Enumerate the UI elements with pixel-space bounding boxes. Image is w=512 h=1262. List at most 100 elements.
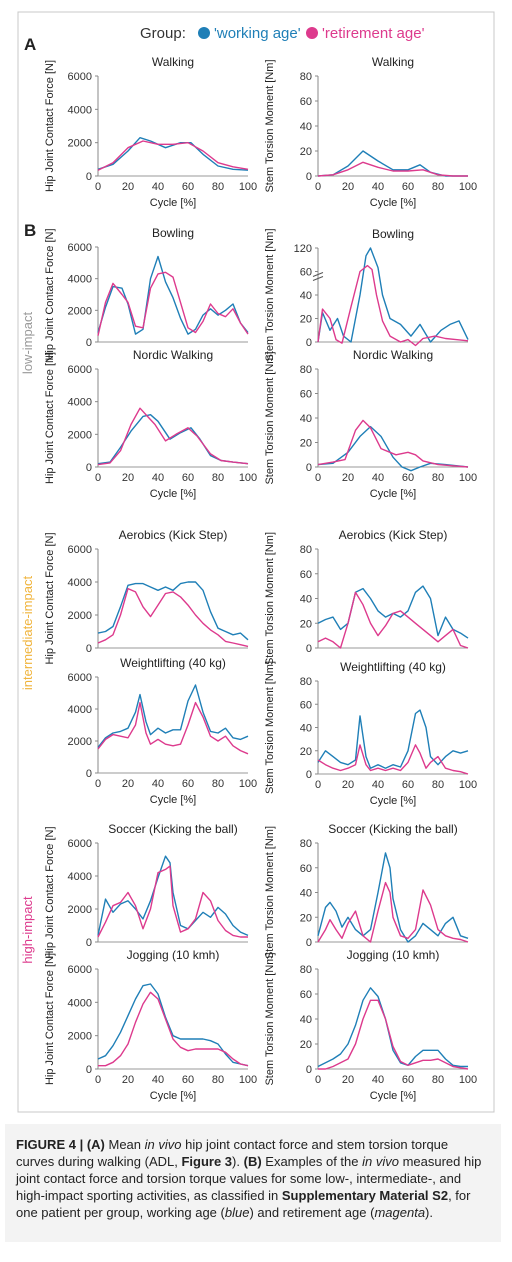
y-tick-label: 80 xyxy=(300,364,312,376)
chart-title: Jogging (10 kmh) xyxy=(347,948,440,962)
series-line-working-age xyxy=(97,136,249,171)
y-axis-label: Stem Torsion Moment [Nm] xyxy=(264,532,276,665)
x-tick-label: 40 xyxy=(372,181,384,193)
x-tick-label: 40 xyxy=(372,1074,384,1086)
y-tick-label: 6000 xyxy=(68,71,92,83)
caption-text-2: hip joint contact force and stem torsion… xyxy=(16,1137,449,1169)
y-tick-label: 60 xyxy=(300,389,312,401)
x-tick-label: 100 xyxy=(239,1074,257,1086)
x-tick-label: 20 xyxy=(342,779,354,791)
y-axis-label: Stem Torsion Moment [Nm] xyxy=(264,952,276,1085)
x-axis-label: Cycle [%] xyxy=(150,1090,196,1102)
y-tick-label: 2000 xyxy=(68,736,92,748)
x-tick-label: 100 xyxy=(459,472,477,484)
impact-label-intermediate-impact: intermediate-impact xyxy=(20,576,35,691)
y-axis-label: Hip Joint Contact Force [N] xyxy=(44,826,56,958)
series-line-retirement-age xyxy=(317,881,469,943)
y-axis-label: Stem Torsion Moment [Nm] xyxy=(264,351,276,484)
chart-aerobics-kick-step-force: 0 2000 4000 6000 Aerobics (Kick Step) Hip Joi… xyxy=(44,528,249,665)
y-tick-label: 20 xyxy=(300,314,312,326)
x-tick-label: 80 xyxy=(212,181,224,193)
chart-title: Weightlifting (40 kg) xyxy=(120,656,226,670)
x-tick-label: 40 xyxy=(152,472,164,484)
chart-title: Aerobics (Kick Step) xyxy=(339,528,448,542)
series-line-retirement-age xyxy=(97,407,249,466)
x-tick-label: 80 xyxy=(212,778,224,790)
y-tick-label: 0 xyxy=(306,937,312,949)
x-tick-label: 60 xyxy=(182,472,194,484)
y-tick-label: 0 xyxy=(86,462,92,474)
y-tick-label: 4000 xyxy=(68,104,92,116)
x-tick-label: 0 xyxy=(95,472,101,484)
y-tick-label: 6000 xyxy=(68,838,92,850)
y-tick-label: 0 xyxy=(86,768,92,780)
chart-soccer-kicking-the-ball-force: 0 2000 4000 6000 Soccer (Kicking the ball) Hi… xyxy=(44,822,249,959)
y-tick-label: 0 xyxy=(86,937,92,949)
chart-title: Soccer (Kicking the ball) xyxy=(108,822,237,836)
series-line-retirement-age xyxy=(97,587,249,648)
x-axis-label: Cycle [%] xyxy=(370,488,416,500)
y-tick-label: 80 xyxy=(300,964,312,976)
y-axis-label: Hip Joint Contact Force [N] xyxy=(44,60,56,192)
x-tick-label: 0 xyxy=(95,778,101,790)
y-tick-label: 6000 xyxy=(68,544,92,556)
series-line-retirement-age xyxy=(317,591,469,649)
chart-nordic-walking-force: 0 2000 4000 6000 0 20 40 60 80 100 Nordic Walking C… xyxy=(44,348,257,500)
legend-label-retirement-age: 'retirement age' xyxy=(322,25,425,42)
series-line-retirement-age xyxy=(97,140,249,171)
y-tick-label: 20 xyxy=(300,1039,312,1051)
y-axis-label: Stem Torsion Moment [Nm] xyxy=(264,59,276,192)
caption-text-4: Examples of the xyxy=(261,1154,363,1169)
y-tick-label: 0 xyxy=(306,769,312,781)
caption-b-label: (B) xyxy=(243,1154,262,1169)
x-tick-label: 20 xyxy=(122,1074,134,1086)
legend-label-working-age: 'working age' xyxy=(214,25,301,42)
y-tick-label: 4000 xyxy=(68,397,92,409)
x-tick-label: 100 xyxy=(239,472,257,484)
y-tick-label: 60 xyxy=(300,96,312,108)
y-tick-label: 0 xyxy=(306,171,312,183)
chart-weightlifting-40-kg-force: 0 2000 4000 6000 0 20 40 60 80 100 Weightlifting (… xyxy=(68,656,258,806)
y-tick-label: 60 xyxy=(300,569,312,581)
y-tick-label: 0 xyxy=(306,1064,312,1076)
x-tick-label: 0 xyxy=(315,181,321,193)
x-tick-label: 0 xyxy=(95,181,101,193)
x-tick-label: 100 xyxy=(239,181,257,193)
figure-caption: FIGURE 4 | (A) Mean in vivo hip joint co… xyxy=(16,1136,486,1221)
y-tick-label: 60 xyxy=(300,863,312,875)
x-tick-label: 80 xyxy=(432,472,444,484)
legend-title: Group: xyxy=(140,25,186,42)
x-tick-label: 0 xyxy=(95,1074,101,1086)
series-line-working-age xyxy=(317,987,468,1068)
figure-border xyxy=(17,11,495,1113)
y-axis-label: Hip Joint Contact Force [N] xyxy=(44,228,56,360)
y-tick-label: 6000 xyxy=(68,242,92,254)
x-tick-label: 20 xyxy=(122,472,134,484)
y-tick-label: 0 xyxy=(306,643,312,655)
chart-jogging-10-kmh-moment: 0 20 40 60 80 0 20 40 60 80 100 Jogging (10 kmh) Cyc… xyxy=(264,948,477,1102)
y-tick-label: 2000 xyxy=(68,138,92,150)
chart-walking-moment: 0 20 40 60 80 0 20 40 60 80 100 Walking Cycle [%] Ste… xyxy=(264,55,477,209)
y-tick-label: 40 xyxy=(300,1014,312,1026)
y-tick-label: 40 xyxy=(300,121,312,133)
y-tick-label: 40 xyxy=(300,594,312,606)
series-line-retirement-age xyxy=(317,419,469,468)
x-axis-label: Cycle [%] xyxy=(370,1090,416,1102)
x-tick-label: 0 xyxy=(315,779,321,791)
series-line-working-age xyxy=(317,585,469,639)
chart-weightlifting-40-kg-moment: 0 20 40 60 80 0 20 40 60 80 100 Weightlifting (40 k… xyxy=(264,660,477,807)
chart-aerobics-kick-step-moment: 0 20 40 60 80 Aerobics (Kick Step) Stem Torsio… xyxy=(264,528,469,665)
x-tick-label: 60 xyxy=(182,181,194,193)
y-tick-label: 0 xyxy=(86,643,92,655)
series-line-retirement-age xyxy=(317,161,468,177)
y-axis-label: Stem Torsion Moment [Nm] xyxy=(264,661,276,794)
series-line-retirement-age xyxy=(97,271,249,336)
chart-jogging-10-kmh-force: 0 2000 4000 6000 0 20 40 60 80 100 Jogging (10 kmh… xyxy=(44,948,257,1102)
x-tick-label: 80 xyxy=(432,1074,444,1086)
y-tick-label: 40 xyxy=(300,888,312,900)
caption-text-1: Mean xyxy=(104,1137,145,1152)
x-tick-label: 60 xyxy=(402,779,414,791)
caption-blue: blue xyxy=(224,1205,250,1220)
chart-title: Nordic Walking xyxy=(133,348,213,362)
